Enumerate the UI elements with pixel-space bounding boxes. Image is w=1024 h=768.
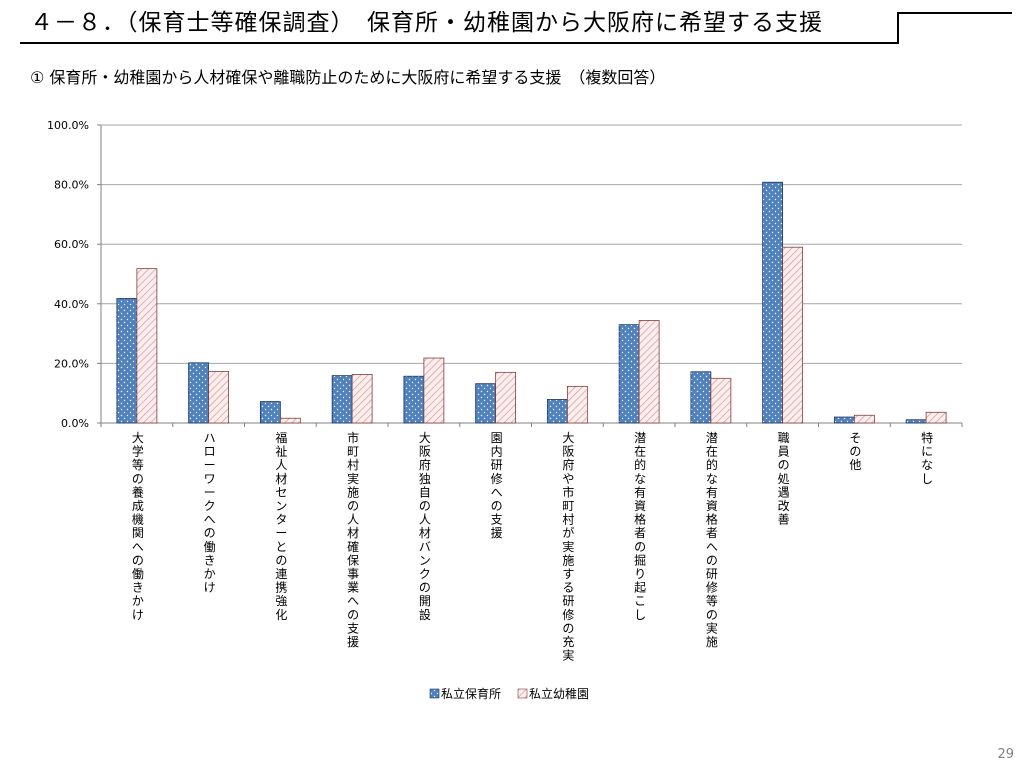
bar-yochien: [495, 371, 517, 424]
bar-hoikusho: [403, 375, 425, 424]
title-topline: [897, 12, 1012, 14]
bar-hoikusho: [905, 419, 927, 424]
bar-hoikusho: [833, 416, 855, 424]
y-tick-label: 0.0%: [61, 417, 89, 430]
y-tick-label: 60.0%: [54, 238, 89, 251]
bar-layer: [116, 181, 947, 424]
y-tick-label: 20.0%: [54, 357, 89, 370]
bar-hoikusho: [762, 181, 784, 424]
legend-label-hoikusho: 私立保育所: [441, 686, 501, 701]
bar-hoikusho: [259, 401, 281, 424]
y-tick-label: 80.0%: [54, 179, 89, 192]
bar-hoikusho: [188, 362, 210, 424]
legend-swatch-hoikusho: [429, 688, 440, 699]
bar-yochien: [853, 414, 875, 424]
x-category-label: 潜在的な有資格者への研修等の実施: [706, 431, 718, 649]
legend-label-yochien: 私立幼稚園: [529, 686, 589, 701]
x-category-label: 園内研修への支援: [491, 431, 503, 540]
bar-hoikusho: [546, 399, 568, 424]
bar-yochien: [423, 357, 445, 424]
y-tick-label: 100.0%: [47, 119, 89, 132]
bar-yochien: [566, 385, 588, 424]
x-category-label: 福祉人材センターとの連携強化: [275, 430, 287, 622]
label-layer: 大学等の養成機関への働きかけ ハローワークへの働きかけ 福祉人材センターとの連携強化…: [132, 430, 933, 663]
x-category-label: 特になし: [921, 430, 933, 486]
x-category-label: 潜在的な有資格者の掘り起こし: [634, 431, 646, 622]
bar-yochien: [208, 371, 230, 424]
x-category-label: その他: [849, 431, 861, 472]
bar-hoikusho: [475, 383, 497, 424]
bar-yochien: [925, 411, 947, 424]
page-title: ４－８．（保育士等確保調査） 保育所・幼稚園から大阪府に希望する支援: [30, 10, 823, 36]
grid-layer: 0.0% 20.0% 40.0% 60.0% 80.0% 100.0%: [47, 119, 963, 430]
bar-yochien: [136, 268, 158, 424]
x-category-label: 大阪府独自の人材バンクの開設: [419, 431, 431, 622]
x-category-label: ハローワークへの働きかけ: [204, 431, 216, 595]
bar-hoikusho: [690, 371, 712, 424]
legend-swatch-yochien: [517, 688, 528, 699]
legend: 私立保育所 私立幼稚園: [429, 686, 589, 701]
bar-hoikusho: [331, 375, 353, 424]
title-divider: [897, 12, 899, 44]
y-tick-label: 40.0%: [54, 298, 89, 311]
title-underline: [20, 42, 898, 44]
bar-yochien: [710, 377, 732, 424]
bar-yochien: [279, 417, 301, 424]
bar-yochien: [351, 374, 373, 424]
bar-hoikusho: [618, 324, 640, 424]
bar-hoikusho: [116, 298, 138, 424]
page-number: 29: [997, 747, 1014, 762]
x-category-label: 大学等の養成機関への働きかけ: [132, 431, 144, 622]
bar-yochien: [782, 246, 804, 424]
chart-title: ① 保育所・幼稚園から人材確保や離職防止のために大阪府に希望する支援 （複数回答…: [30, 68, 666, 87]
x-category-label: 市町村実施の人材確保事業への支援: [347, 430, 359, 649]
x-category-label: 職員の処遇改善: [778, 431, 790, 527]
bar-yochien: [638, 320, 660, 424]
x-category-label: 大阪府や市町村が実施する研修の充実: [562, 431, 574, 663]
